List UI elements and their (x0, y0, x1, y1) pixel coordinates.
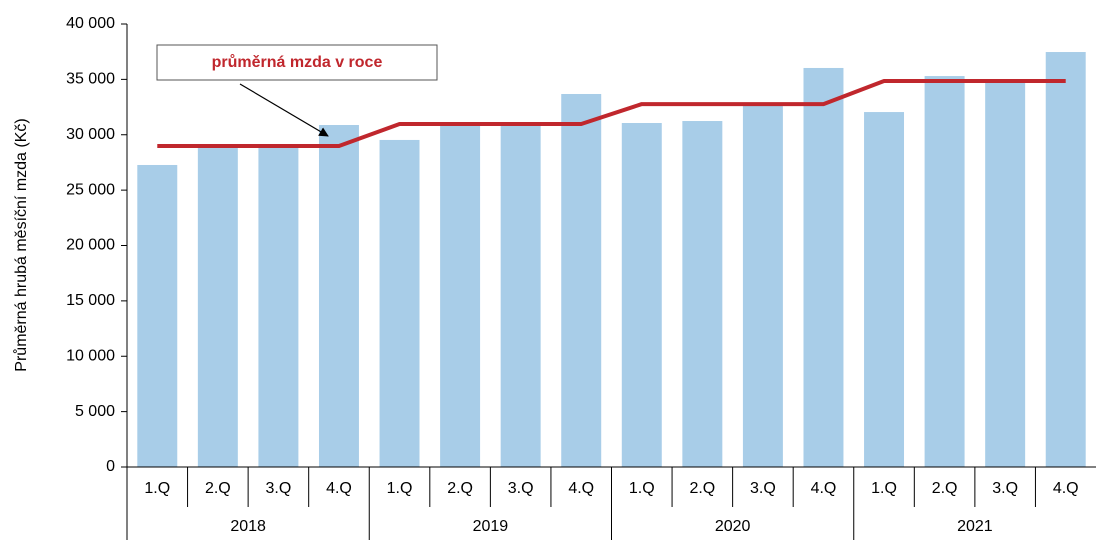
bar (318, 125, 359, 467)
annotation-box (156, 44, 438, 81)
bar (500, 123, 541, 468)
annotation-arrow (239, 83, 329, 137)
y-tick-label: 35 000 (66, 71, 115, 88)
bar (864, 112, 905, 467)
bar (924, 76, 965, 468)
bar (440, 124, 481, 467)
y-axis-label: Průměrná hrubá měsíční mzda (Kč) (12, 118, 30, 371)
bar (682, 121, 723, 467)
y-tick-label: 25 000 (66, 181, 115, 198)
x-tick-label: 3.Q (266, 480, 292, 497)
x-tick-label: 4.Q (568, 480, 594, 497)
x-tick-label: 3.Q (750, 480, 776, 497)
annotation: průměrná mzda v roce (212, 54, 383, 71)
year-label: 2020 (715, 518, 751, 535)
x-tick-label: 3.Q (508, 480, 534, 497)
y-tick-label: 15 000 (66, 292, 115, 309)
x-tick-label: 1.Q (144, 480, 170, 497)
y-tick-label: 5 000 (75, 403, 115, 420)
line (157, 79, 1066, 149)
y-tick-label: 40 000 (66, 15, 115, 32)
x-tick-label: 1.Q (629, 480, 655, 497)
bar (561, 93, 602, 467)
bar (258, 146, 299, 467)
year-label: 2018 (230, 518, 266, 535)
x-tick-label: 2.Q (689, 480, 715, 497)
x-tick-label: 4.Q (811, 480, 837, 497)
x-tick-label: 1.Q (871, 480, 897, 497)
y-tick-label: 30 000 (66, 126, 115, 143)
bar (803, 67, 844, 468)
x-tick-label: 4.Q (326, 480, 352, 497)
bar (1045, 52, 1086, 468)
bar (379, 139, 420, 467)
year-label: 2021 (957, 518, 993, 535)
x-tick-label: 4.Q (1053, 480, 1079, 497)
x-tick-label: 2.Q (447, 480, 473, 497)
bar (137, 164, 178, 468)
y-tick-label: 20 000 (66, 237, 115, 254)
x-tick-label: 3.Q (992, 480, 1018, 497)
bar (985, 80, 1026, 468)
x-tick-label: 2.Q (205, 480, 231, 497)
bar (621, 123, 662, 467)
y-tick-label: 10 000 (66, 347, 115, 364)
bar (197, 148, 238, 468)
bar (742, 104, 783, 467)
y-tick-label: 0 (106, 458, 115, 475)
x-tick-label: 1.Q (387, 480, 413, 497)
year-label: 2019 (473, 518, 509, 535)
x-tick-label: 2.Q (932, 480, 958, 497)
